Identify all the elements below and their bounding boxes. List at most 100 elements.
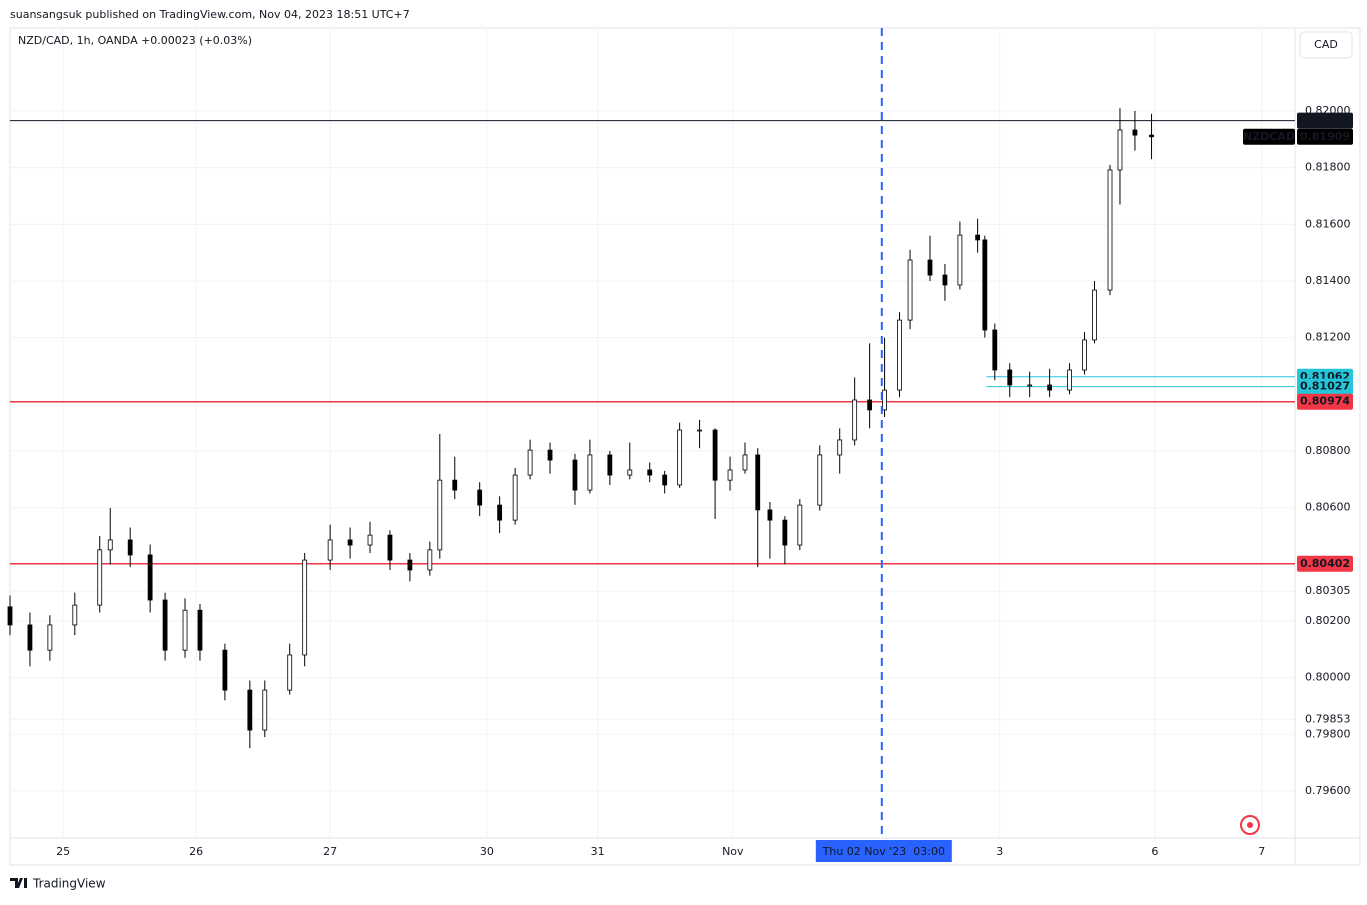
brand-logo — [10, 878, 27, 888]
candle-body — [147, 554, 153, 601]
candle-body — [817, 454, 823, 506]
candle-body — [572, 459, 578, 491]
candle-body — [437, 479, 443, 551]
candle-body — [882, 389, 887, 411]
horizontal-lines — [10, 120, 1295, 565]
candle-body — [942, 274, 948, 286]
price-label-box — [1297, 393, 1353, 410]
candle-body — [742, 454, 748, 471]
candle-body — [755, 454, 761, 511]
y-tick-label: 0.80800 — [1305, 444, 1351, 457]
candle-body — [727, 469, 733, 481]
axis-labels: 0.820000.818000.816000.814000.812000.808… — [56, 28, 1353, 862]
symbol-label-box — [1243, 128, 1295, 145]
candle-body — [607, 454, 613, 476]
candle-body — [547, 449, 553, 461]
candle-body — [1027, 384, 1033, 387]
candle-body — [1082, 339, 1087, 371]
candle-body — [957, 234, 963, 286]
candle-body — [127, 539, 133, 556]
price-label-box — [1297, 378, 1353, 395]
candle-body — [837, 439, 843, 456]
candle-body — [97, 549, 103, 606]
candle-body — [27, 624, 33, 651]
candle-body — [527, 449, 533, 476]
candle-body — [452, 479, 458, 491]
chart-frame — [9, 27, 1361, 866]
candle-body — [512, 474, 518, 521]
candle-body — [1107, 169, 1113, 291]
crosshair-label-box — [815, 840, 952, 862]
candle-body — [477, 489, 483, 506]
y-tick-label: 0.81600 — [1305, 217, 1351, 230]
x-tick-label: 25 — [56, 845, 70, 858]
candle-body — [1092, 289, 1097, 341]
candle-body — [72, 604, 78, 626]
candles — [7, 108, 1154, 749]
candle-body — [107, 539, 113, 551]
candle-body — [197, 609, 203, 651]
candle-body — [7, 606, 13, 626]
price-label: 0.81027 — [1300, 380, 1350, 393]
candle-body — [1117, 129, 1123, 171]
symbol-label: NZDCAD — [1243, 130, 1295, 143]
x-tick-label: 27 — [323, 845, 337, 858]
symbol-info: NZD/CAD, 1h, OANDA +0.00023 (+0.03%) — [18, 34, 252, 47]
candle-body — [1067, 369, 1072, 391]
candle-body — [927, 259, 933, 276]
currency-button[interactable] — [1299, 31, 1353, 59]
y-tick-label: 0.80200 — [1305, 614, 1351, 627]
candle-body — [327, 539, 333, 561]
x-tick-label: 26 — [189, 845, 203, 858]
price-label-box — [1297, 555, 1353, 572]
candle-body — [982, 239, 988, 331]
candle-body — [587, 454, 593, 491]
candle-body — [1149, 134, 1154, 138]
y-tick-label: 0.81200 — [1305, 331, 1351, 344]
y-tick-label: 0.80305 — [1305, 584, 1351, 597]
candle-body — [407, 559, 413, 571]
candle-body — [897, 319, 902, 391]
candle-body — [647, 469, 653, 476]
candle-body — [162, 599, 168, 651]
x-tick-label: 6 — [1151, 845, 1158, 858]
crosshair-label: Thu 02 Nov '23 03:00 — [822, 845, 945, 858]
candle-body — [867, 399, 873, 411]
candle-body — [975, 234, 981, 241]
y-tick-label: 0.80000 — [1305, 671, 1351, 684]
candle-body — [797, 504, 803, 546]
candle-body — [222, 649, 228, 691]
y-tick-label: 0.81400 — [1305, 274, 1351, 287]
price-label: 0.81966 — [1300, 114, 1350, 127]
y-tick-label: 0.79800 — [1305, 727, 1351, 740]
price-label: 0.80402 — [1300, 557, 1350, 570]
last-price: 0.81909 — [1300, 130, 1350, 143]
candle-body — [1007, 369, 1013, 386]
y-tick-label: 0.79600 — [1305, 784, 1351, 797]
candle-body — [497, 504, 503, 521]
candle-body — [782, 519, 788, 546]
flag-icon-center — [1247, 822, 1253, 828]
x-tick-label: Nov — [722, 845, 744, 858]
candle-body — [767, 509, 773, 521]
candle-body — [992, 329, 998, 371]
price-label: 0.80974 — [1300, 395, 1350, 408]
x-tick-label: 7 — [1258, 845, 1265, 858]
candle-body — [387, 534, 393, 561]
last-price-box — [1297, 128, 1353, 145]
y-tick-label: 0.81800 — [1305, 161, 1351, 174]
candle-body — [1132, 129, 1138, 136]
candle-body — [627, 469, 633, 476]
candle-body — [262, 689, 268, 731]
candle-body — [247, 689, 253, 731]
candle-body — [697, 429, 702, 432]
candle-body — [677, 429, 683, 486]
currency-button-text[interactable]: CAD — [1314, 38, 1338, 51]
candle-body — [47, 624, 53, 651]
price-label-box — [1297, 112, 1353, 129]
candle-body — [852, 399, 858, 441]
candle-body — [427, 549, 433, 571]
y-tick-label: 0.80600 — [1305, 501, 1351, 514]
